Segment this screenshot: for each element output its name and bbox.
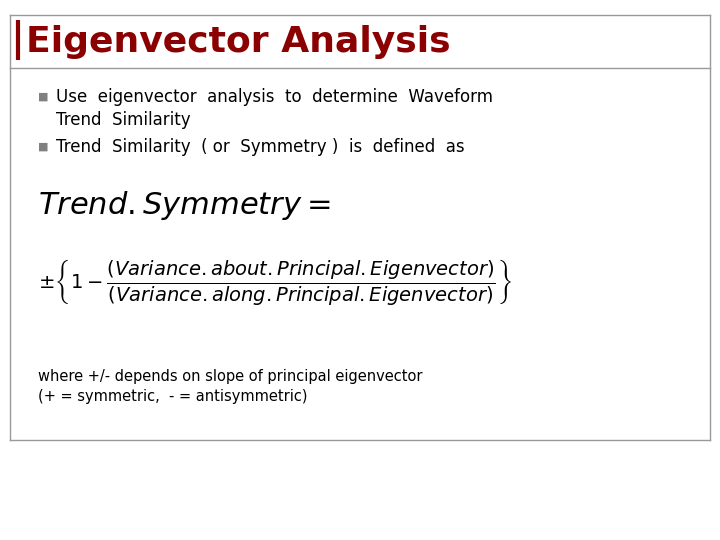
Text: $\mathit{Trend.Symmetry} =$: $\mathit{Trend.Symmetry} =$ (38, 188, 330, 221)
Text: Eigenvector Analysis: Eigenvector Analysis (26, 25, 451, 59)
Text: where +/- depends on slope of principal eigenvector: where +/- depends on slope of principal … (38, 369, 423, 384)
Text: Trend  Similarity  ( or  Symmetry )  is  defined  as: Trend Similarity ( or Symmetry ) is defi… (56, 138, 464, 156)
Text: ■: ■ (38, 142, 48, 152)
Text: $\pm\left\{1 - \dfrac{(Variance.about.Principal.Eigenvector)}{(Variance.along.Pr: $\pm\left\{1 - \dfrac{(Variance.about.Pr… (38, 257, 512, 307)
Text: ■: ■ (38, 92, 48, 102)
Text: Use  eigenvector  analysis  to  determine  Waveform: Use eigenvector analysis to determine Wa… (56, 88, 493, 106)
Text: Trend  Similarity: Trend Similarity (56, 111, 191, 129)
Text: (+ = symmetric,  - = antisymmetric): (+ = symmetric, - = antisymmetric) (38, 389, 307, 404)
